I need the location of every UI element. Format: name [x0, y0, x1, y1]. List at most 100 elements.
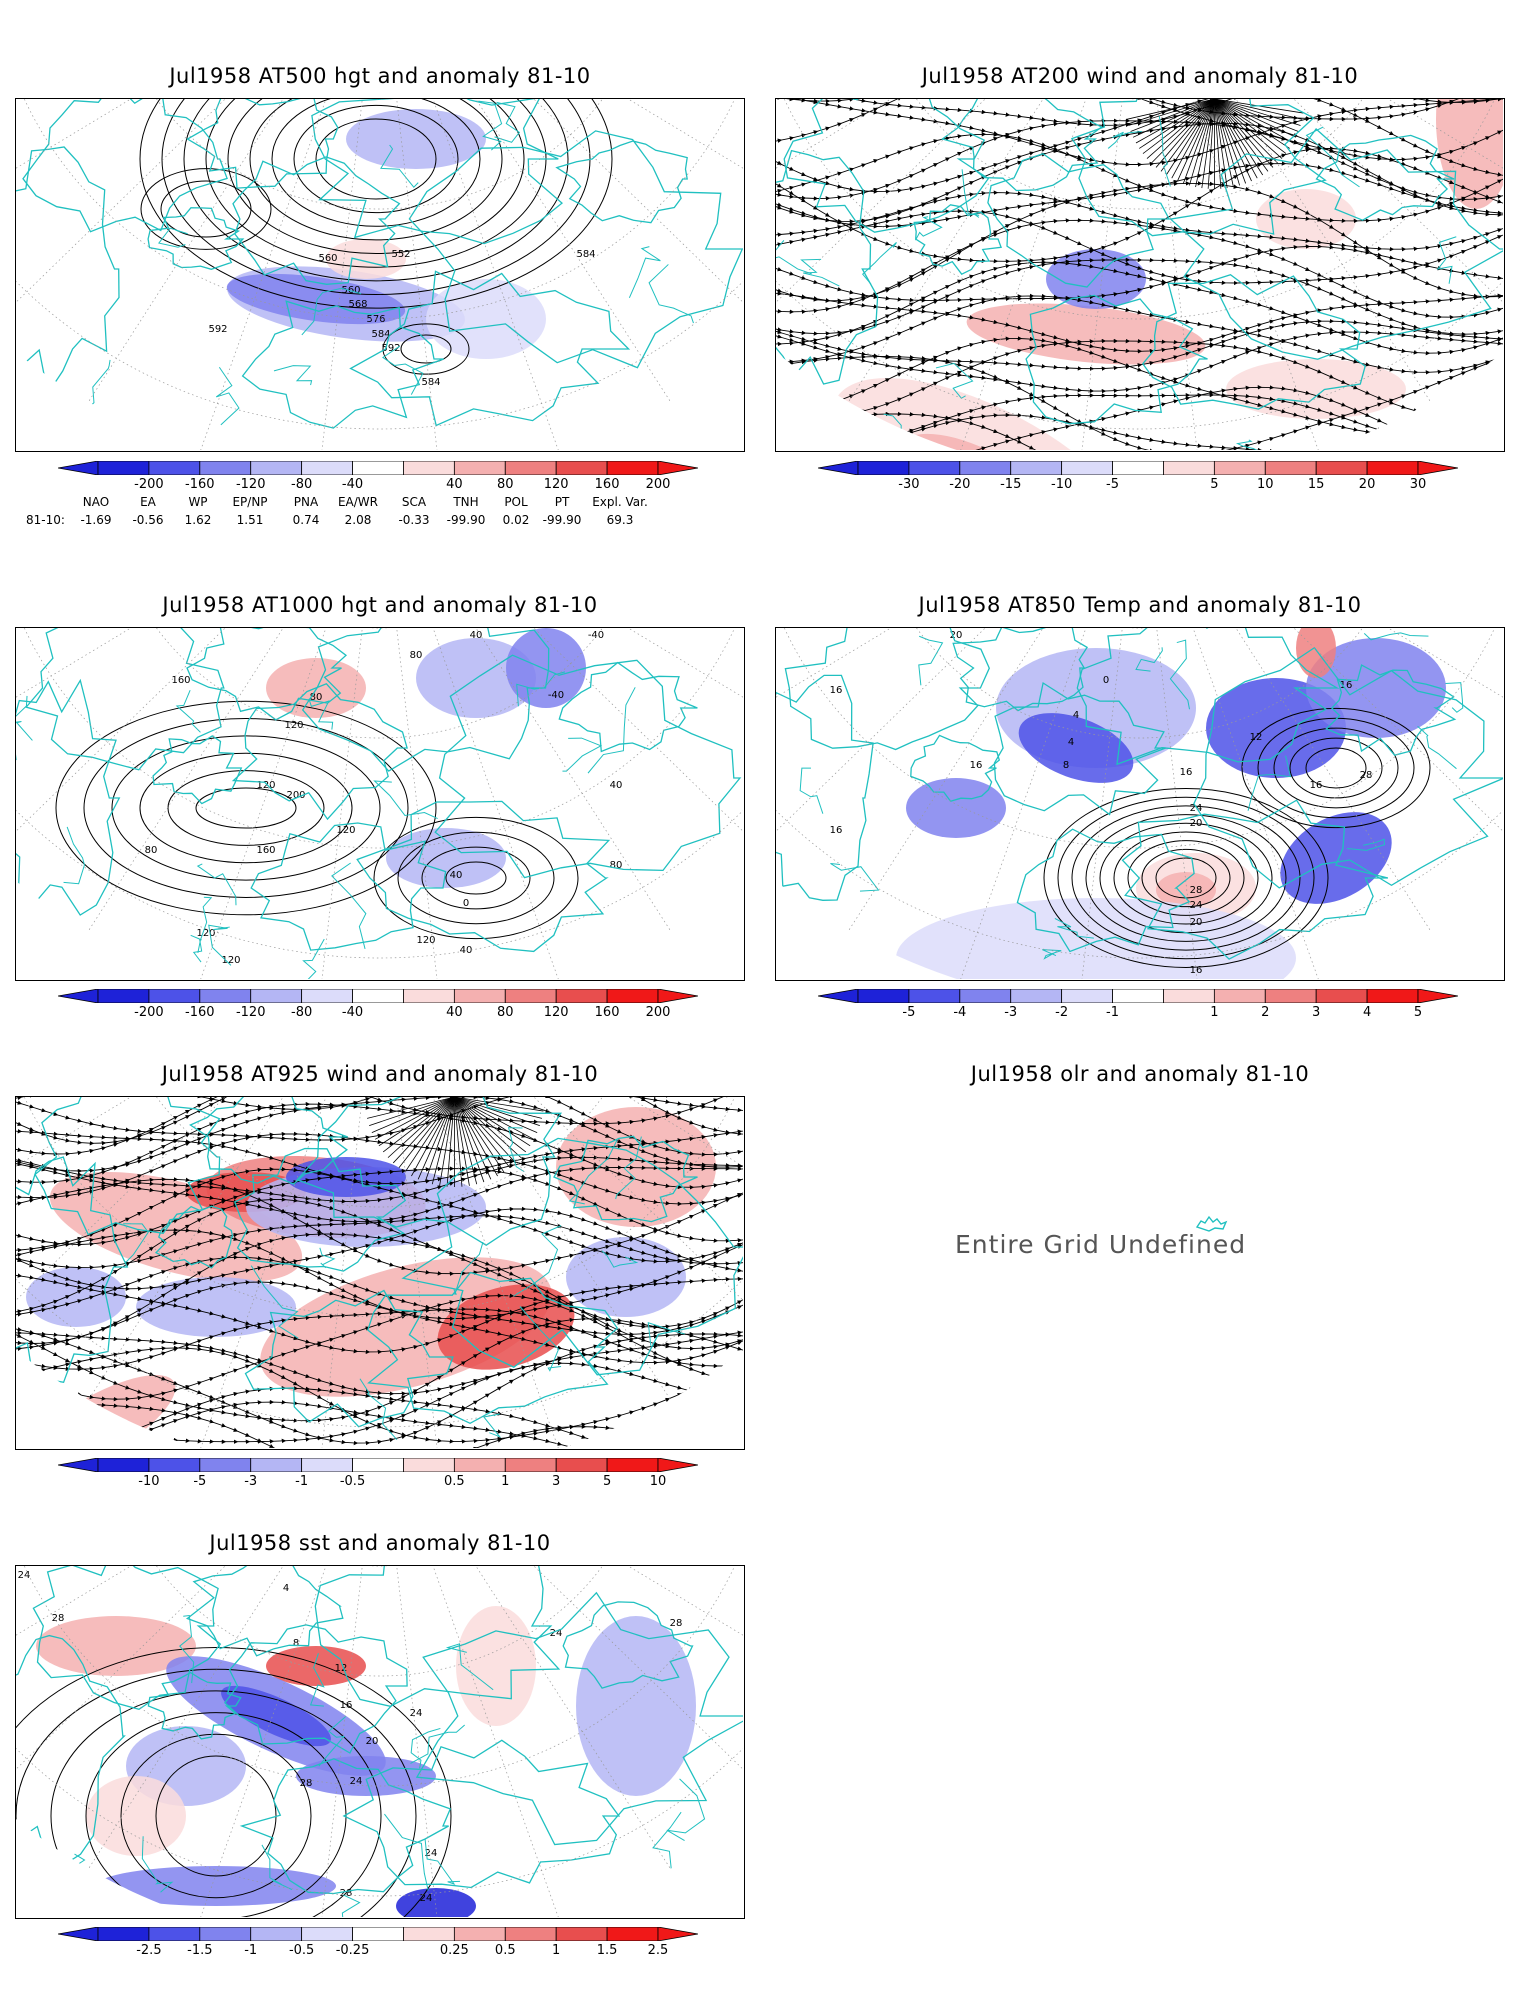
contour-label: 24	[18, 1570, 31, 1581]
height-contour	[1141, 848, 1231, 908]
colorbar-hgt500-swatch	[301, 460, 353, 476]
country-border	[513, 1225, 562, 1297]
colorbar-sst-swatch	[403, 1926, 455, 1942]
polar-streamline	[387, 1097, 455, 1158]
contour-label: 20	[366, 1736, 379, 1747]
colorbar-wind925-swatch	[250, 1457, 303, 1473]
country-border	[190, 934, 203, 963]
contour-label: 16	[1310, 780, 1323, 791]
colorbar-t850-swatch	[857, 988, 910, 1004]
country-border	[250, 1265, 299, 1339]
country-border	[800, 258, 840, 287]
latitude-gridline	[106, 1097, 653, 1208]
colorbar-hgt1000-swatch	[250, 988, 303, 1004]
colorbar-sst-arrow-right-icon	[657, 1926, 699, 1942]
contour-label: 40	[610, 780, 623, 791]
latitude-gridline	[106, 628, 653, 739]
latitude-gridline	[106, 1566, 653, 1677]
polar-streamline	[417, 1097, 455, 1180]
coastline	[1169, 128, 1503, 360]
coastline	[250, 822, 447, 951]
colorbar-wind200	[817, 460, 1459, 476]
country-border	[1135, 647, 1163, 672]
contour-label: 8	[1063, 760, 1069, 771]
colorbar-hgt500-tick-label: 40	[446, 477, 463, 492]
latitude-gridline	[866, 99, 1413, 210]
country-border	[158, 227, 188, 248]
height-contour	[1085, 814, 1287, 942]
index-header: EA/WR	[337, 495, 379, 509]
polar-streamline	[446, 1097, 455, 1187]
polar-streamline	[1214, 99, 1274, 168]
polar-streamline	[431, 1097, 455, 1185]
polar-streamline	[371, 1097, 455, 1133]
height-contour	[315, 118, 437, 200]
colorbar-wind925-swatch	[555, 1457, 608, 1473]
colorbar-sst-swatch	[199, 1926, 252, 1942]
colorbar-sst-swatch	[148, 1926, 201, 1942]
polar-streamline	[369, 1097, 455, 1126]
teleconnection-indices: NAO EA WP EP/NP PNA EA/WR SCA TNH POL PT Expl. Var…	[26, 495, 746, 529]
colorbar-wind200-swatch	[1213, 460, 1266, 476]
index-value: 0.02	[502, 513, 530, 527]
coastline	[22, 99, 228, 233]
contour-label: 24	[1190, 900, 1203, 911]
colorbar-hgt500-swatch	[504, 460, 557, 476]
colorbar-labels-wind925: -10 -5 -3 -1 -0.5 0.5 1 3 5 10	[58, 1474, 698, 1490]
colorbar-t850-swatch	[1264, 988, 1317, 1004]
contour-label: 16	[340, 1700, 353, 1711]
coastline	[25, 628, 225, 771]
country-border	[410, 1727, 441, 1769]
country-border	[261, 1844, 293, 1891]
polar-streamline	[1135, 99, 1215, 144]
colorbar-sst-swatch	[301, 1926, 353, 1942]
anomaly-shading	[896, 898, 1296, 979]
country-border	[652, 1811, 687, 1889]
colorbar-sst-tick-label: -0.25	[335, 1943, 370, 1958]
coastline	[952, 628, 1089, 712]
country-border	[1363, 632, 1429, 641]
colorbar-t850-tick-label: -3	[1004, 1005, 1018, 1020]
coastline	[776, 149, 879, 385]
colorbar-t850-tick-label: -2	[1055, 1005, 1069, 1020]
contour-label: 12	[1250, 732, 1263, 743]
colorbar-hgt1000-swatch	[148, 988, 201, 1004]
colorbar-sst-tick-label: -2.5	[136, 1943, 162, 1958]
country-border	[935, 362, 974, 399]
coastline	[186, 628, 348, 721]
country-border	[1235, 439, 1265, 450]
contour-label: 4	[1068, 737, 1074, 748]
country-border	[1169, 639, 1191, 710]
coastline	[152, 735, 243, 805]
coastline	[1016, 828, 1195, 953]
colorbar-hgt1000-swatch	[301, 988, 353, 1004]
height-contour	[111, 735, 381, 881]
coastline	[415, 1591, 743, 1846]
country-border	[799, 767, 824, 814]
coastline	[987, 152, 1171, 288]
polar-streamline	[454, 1097, 527, 1153]
colorbar-sst-tick-label: 0.5	[494, 1943, 516, 1958]
anomaly-shading	[1156, 872, 1216, 908]
coastline	[34, 1097, 221, 1236]
colorbar-t850-swatch	[1112, 988, 1164, 1004]
colorbar-sst-swatch	[453, 1926, 506, 1942]
colorbar-labels-wind200: -30 -20 -15 -10 -5 5 10 15 20 30	[818, 477, 1458, 493]
wind-streamline	[776, 146, 1503, 264]
colorbar-wind200-tick-label: 5	[1210, 477, 1219, 492]
colorbar-t850-tick-label: -5	[902, 1005, 916, 1020]
anomaly-shading	[346, 109, 486, 169]
polar-streamline	[1207, 99, 1215, 189]
colorbar-sst-tick-label: 2.5	[647, 1943, 669, 1958]
coastline	[1141, 273, 1366, 410]
country-border	[1417, 725, 1457, 770]
colorbar-wind925-tick-label: 0.5	[444, 1474, 465, 1489]
contour-label: 120	[221, 955, 240, 966]
latitude-gridline	[16, 628, 743, 959]
colorbar-hgt500-tick-label: 160	[594, 477, 620, 492]
contour-label: 80	[310, 692, 323, 703]
country-border	[1305, 126, 1360, 188]
colorbar-wind925-swatch	[352, 1457, 404, 1473]
anomaly-shading	[576, 1616, 696, 1796]
colorbar-hgt1000-swatch	[199, 988, 252, 1004]
